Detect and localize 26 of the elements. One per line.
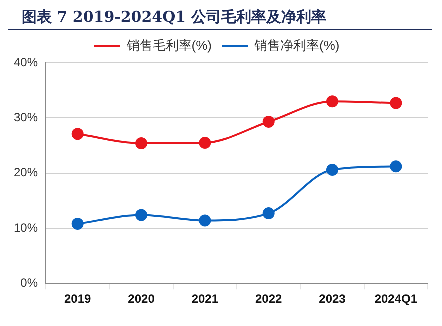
point (390, 97, 402, 110)
x-tick-label: 2019 (64, 292, 92, 306)
point (72, 128, 84, 140)
chart-title: 图表 7 2019-2024Q1 公司毛利率及净利率 (8, 0, 432, 30)
point (326, 96, 339, 108)
point (326, 164, 339, 176)
x-tick-label: 2023 (319, 292, 346, 306)
y-tick-label: 40% (14, 55, 38, 70)
point (199, 136, 212, 149)
x-tick-label: 2024Q1 (374, 292, 418, 306)
y-tick-label: 20% (14, 166, 38, 180)
y-tick-label: 0% (20, 276, 38, 290)
legend-label: 销售净利率(%) (254, 38, 340, 54)
point (262, 116, 275, 128)
y-tick-label: 10% (14, 220, 38, 235)
point (199, 214, 212, 227)
point (136, 209, 148, 222)
legend-label: 销售毛利率(%) (126, 38, 212, 54)
point (136, 138, 148, 150)
x-tick-label: 2021 (192, 292, 219, 306)
point (72, 218, 84, 230)
x-tick-label: 2020 (128, 292, 156, 306)
point (390, 160, 402, 173)
point (262, 208, 275, 220)
y-tick-label: 30% (14, 110, 38, 124)
x-tick-label: 2022 (255, 292, 283, 306)
